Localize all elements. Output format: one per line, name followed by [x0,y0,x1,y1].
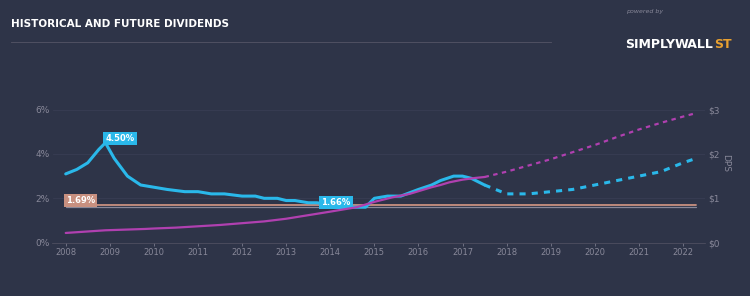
Text: WALL: WALL [675,38,714,52]
Text: HISTORICAL AND FUTURE DIVIDENDS: HISTORICAL AND FUTURE DIVIDENDS [11,19,229,29]
Text: SIMPLY: SIMPLY [626,38,676,52]
Text: ST: ST [714,38,731,52]
Text: powered by: powered by [626,9,663,14]
Text: 1.69%: 1.69% [66,196,94,205]
Text: 4.50%: 4.50% [106,134,134,143]
Text: 1.66%: 1.66% [322,198,351,207]
Y-axis label: DPS: DPS [722,154,730,172]
